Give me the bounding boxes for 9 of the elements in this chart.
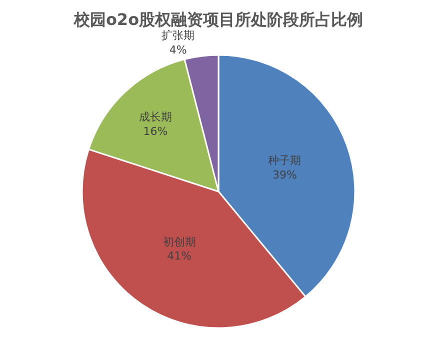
slice-label: 初创期 xyxy=(162,235,196,248)
data-label: 41% xyxy=(167,250,192,263)
chart-title: 校园o2o股权融资项目所处阶段所占比例 xyxy=(72,10,364,29)
slice-label: 成长期 xyxy=(138,110,172,124)
slice-label: 扩张期 xyxy=(162,28,195,42)
slice-label: 种子期 xyxy=(268,154,302,168)
data-label: 4% xyxy=(169,43,187,56)
data-label: 39% xyxy=(272,168,297,182)
data-label: 16% xyxy=(143,124,168,138)
